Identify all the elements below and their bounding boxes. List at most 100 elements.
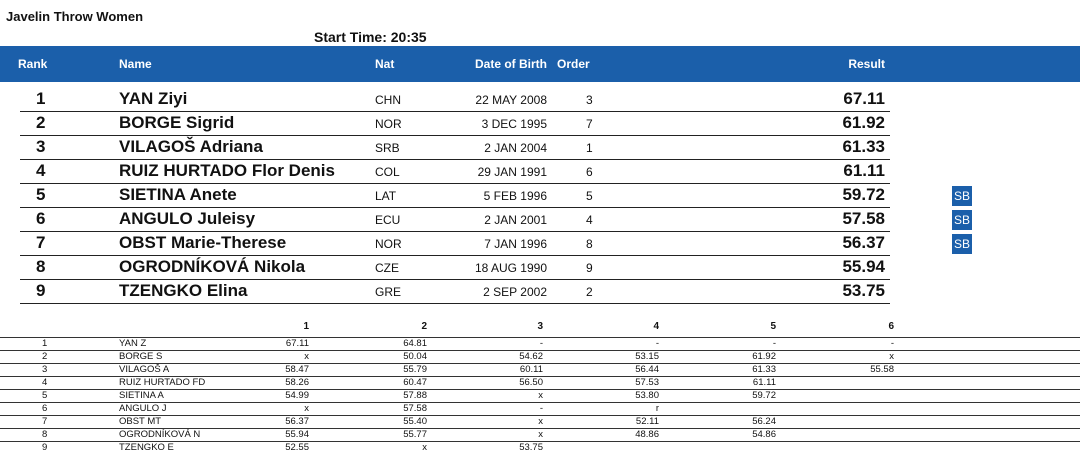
series-attempt: 54.62: [519, 351, 543, 362]
series-attempt: 56.44: [635, 364, 659, 375]
result-mark: 61.33: [842, 137, 885, 156]
series-attempt: x: [304, 351, 309, 362]
season-best-badge: SB: [952, 234, 972, 254]
series-attempt: 55.94: [285, 429, 309, 440]
series-attempt: x: [538, 429, 543, 440]
series-attempt: 57.53: [635, 377, 659, 388]
result-mark: 61.92: [842, 113, 885, 132]
series-attempt-header: 1: [303, 321, 309, 332]
series-name: TZENGKO E: [119, 442, 174, 453]
series-attempt: -: [655, 338, 659, 349]
series-attempt-header: 3: [537, 321, 543, 332]
series-attempt: 56.37: [285, 416, 309, 427]
row-divider: [20, 255, 890, 256]
result-name: SIETINA Anete: [119, 185, 237, 204]
series-rank: 4: [42, 377, 48, 388]
result-nat: CHN: [375, 93, 401, 107]
result-name: VILAGOŠ Adriana: [119, 137, 263, 156]
result-nat: GRE: [375, 285, 402, 299]
series-attempt: 60.11: [519, 364, 543, 375]
result-rank: 7: [36, 233, 46, 252]
result-row: 6 ANGULO Juleisy ECU 2 JAN 2001 4 57.58 SB: [0, 208, 1080, 232]
series-attempt: 58.26: [285, 377, 309, 388]
series-attempt: x: [889, 351, 894, 362]
event-title: Javelin Throw Women: [6, 9, 144, 24]
result-rank: 6: [36, 209, 46, 228]
result-mark: 57.58: [842, 209, 885, 228]
result-dob: 7 JAN 1996: [484, 237, 547, 251]
row-divider: [20, 135, 890, 136]
series-row: 9 TZENGKO E 52.55 x 53.75: [0, 441, 1080, 454]
header-dob: Date of Birth: [475, 57, 547, 71]
result-order: 3: [586, 93, 593, 107]
series-attempt-header: 5: [770, 321, 776, 332]
series-attempt: 52.11: [635, 416, 659, 427]
series-rank: 7: [42, 416, 48, 427]
row-divider: [20, 159, 890, 160]
start-time-value: 20:35: [390, 29, 427, 45]
series-name: VILAGOŠ A: [119, 364, 170, 375]
result-dob: 3 DEC 1995: [481, 117, 547, 131]
start-time: Start Time: 20:35: [314, 29, 427, 45]
series-attempt: 61.33: [752, 364, 776, 375]
result-row: 7 OBST Marie-Therese NOR 7 JAN 1996 8 56.37 SB: [0, 232, 1080, 256]
result-nat: ECU: [375, 213, 401, 227]
row-divider: [20, 207, 890, 208]
series-attempt: 67.11: [285, 338, 309, 349]
result-row: 8 OGRODNÍKOVÁ Nikola CZE 18 AUG 1990 9 55.94: [0, 256, 1080, 280]
series-table: 1 YAN Z 67.11 64.81 - - - - 2 BORGE S x 50.04 54.62 5…: [0, 337, 1080, 454]
series-attempt: x: [538, 390, 543, 401]
series-name: ANGULO J: [119, 403, 167, 414]
series-row: 5 SIETINA A 54.99 57.88 x 53.80 59.72: [0, 389, 1080, 402]
result-order: 8: [586, 237, 593, 251]
series-rank: 3: [42, 364, 48, 375]
series-attempt: 55.77: [403, 429, 427, 440]
series-rank: 1: [42, 338, 48, 349]
header-order: Order: [557, 57, 590, 71]
result-name: TZENGKO Elina: [119, 281, 248, 300]
result-order: 2: [586, 285, 593, 299]
result-nat: COL: [375, 165, 400, 179]
result-name: OGRODNÍKOVÁ Nikola: [119, 257, 306, 276]
result-mark: 56.37: [842, 233, 885, 252]
result-dob: 2 JAN 2004: [484, 141, 547, 155]
result-order: 5: [586, 189, 593, 203]
series-attempt: 53.80: [635, 390, 659, 401]
result-nat: CZE: [375, 261, 399, 275]
result-mark: 53.75: [842, 281, 885, 300]
series-attempt: 60.47: [403, 377, 427, 388]
series-attempt-header: 6: [888, 321, 894, 332]
result-nat: NOR: [375, 237, 402, 251]
series-rank: 5: [42, 390, 48, 401]
series-attempt: 56.50: [519, 377, 543, 388]
series-name: BORGE S: [119, 351, 163, 362]
row-divider: [20, 303, 890, 304]
series-attempt: 55.40: [403, 416, 427, 427]
result-order: 9: [586, 261, 593, 275]
series-attempt: 61.11: [752, 377, 776, 388]
result-rank: 9: [36, 281, 46, 300]
series-row: 2 BORGE S x 50.04 54.62 53.15 61.92 x: [0, 350, 1080, 363]
header-result: Result: [848, 57, 885, 71]
result-rank: 2: [36, 113, 46, 132]
series-rank: 8: [42, 429, 48, 440]
series-attempt: 55.79: [403, 364, 427, 375]
series-attempt: 50.04: [403, 351, 427, 362]
series-attempt: 59.72: [752, 390, 776, 401]
header-name: Name: [119, 57, 152, 71]
series-rank: 9: [42, 442, 48, 453]
result-order: 1: [586, 141, 593, 155]
series-row: 7 OBST MT 56.37 55.40 x 52.11 56.24: [0, 415, 1080, 428]
series-attempt: -: [539, 338, 543, 349]
header-nat: Nat: [375, 57, 395, 71]
series-attempt: 52.55: [285, 442, 309, 453]
result-name: RUIZ HURTADO Flor Denis: [119, 161, 335, 180]
result-mark: 55.94: [842, 257, 885, 276]
row-divider: [20, 231, 890, 232]
series-name: YAN Z: [119, 338, 147, 349]
result-mark: 61.11: [843, 161, 885, 180]
result-name: ANGULO Juleisy: [119, 209, 256, 228]
series-row: 4 RUIZ HURTADO FD 58.26 60.47 56.50 57.53 61.1…: [0, 376, 1080, 389]
result-row: 5 SIETINA Anete LAT 5 FEB 1996 5 59.72 SB: [0, 184, 1080, 208]
series-attempt: x: [422, 442, 427, 453]
